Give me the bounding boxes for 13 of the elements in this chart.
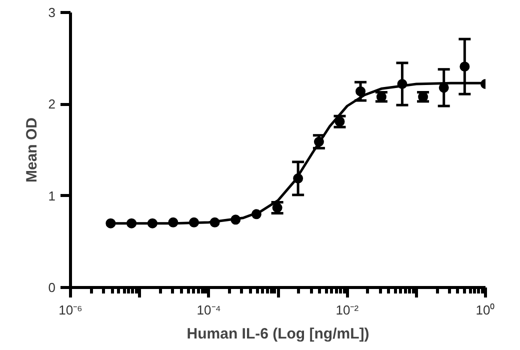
x-tick-label: 10⁻² [336,302,360,318]
point [272,202,282,213]
x-tick-label: 10⁻⁴ [196,302,221,318]
y-tick-label: 3 [48,5,56,20]
point [356,86,366,96]
y-axis-title: Mean OD [23,117,40,183]
y-tick-label: 0 [48,280,56,295]
y-tick-label: 1 [48,188,56,204]
x-tick-label: 10⁰ [476,302,496,318]
x-tick-label: 10⁻⁶ [58,302,82,318]
x-axis-title: Human IL-6 (Log [ng/mL]) [186,326,370,342]
y-tick-label: 2 [48,96,56,112]
point [460,62,470,72]
